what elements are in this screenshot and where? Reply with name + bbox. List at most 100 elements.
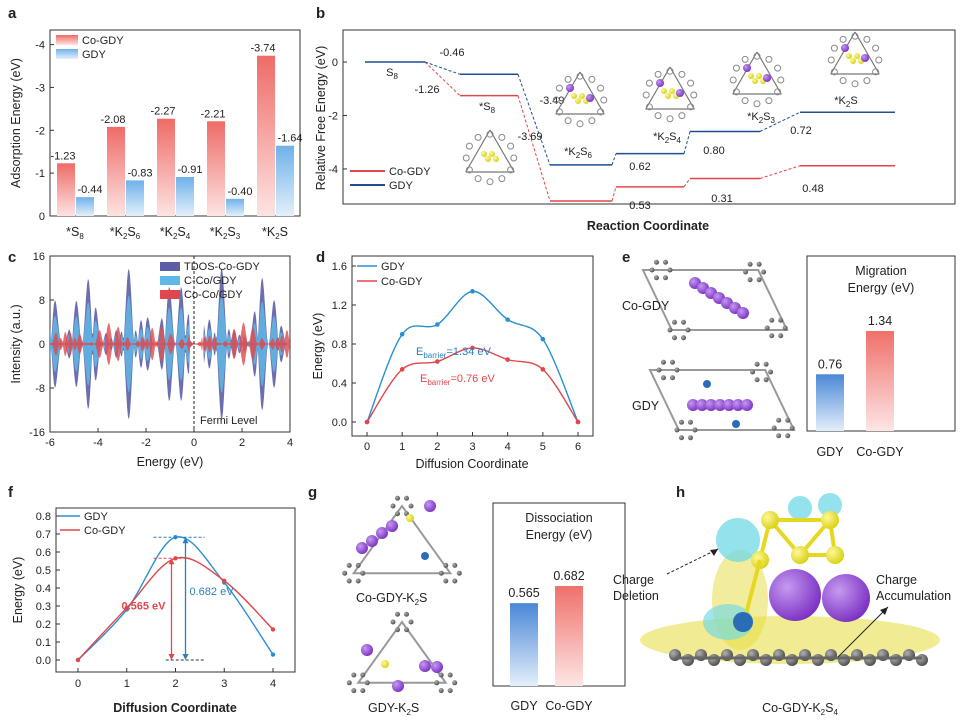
carbon-atom	[364, 680, 370, 686]
potassium-atom	[687, 399, 699, 411]
species-label: *K2S	[834, 95, 857, 109]
charge-accumulation-arrowhead	[880, 607, 888, 615]
step-label-co-gdy: -1.26	[414, 84, 439, 96]
carbon-ring	[678, 70, 686, 78]
gdy-framework-bond	[854, 31, 880, 75]
panel-e-chart: Co-GDY GDY Migration Energy (eV) 0.76 GDY…	[622, 255, 956, 459]
carbon-ring	[555, 84, 563, 92]
carbon-atom	[395, 627, 400, 633]
panel-f-xlabel: Diffusion Coordinate	[113, 701, 237, 715]
bar-value-label: 1.34	[868, 314, 892, 328]
carbon-ring	[851, 80, 859, 88]
carbon-atom	[438, 672, 444, 678]
arrowhead-gdy-down	[182, 654, 189, 660]
legend-label-gdy-b: GDY	[389, 180, 414, 192]
carbon-atom	[756, 261, 762, 267]
carbon-ring	[555, 108, 563, 116]
data-label-gdy: -0.91	[177, 164, 202, 176]
category-label: *S8	[66, 225, 84, 241]
sulfur-atom	[821, 511, 839, 529]
point-co-gdy	[270, 627, 276, 632]
bar-co-gdy	[157, 118, 175, 216]
panel-f-legend: GDY Co-GDY	[60, 511, 126, 537]
carbon-ring	[863, 35, 871, 43]
panel-g-structure-label-co: Co-GDY-K2S	[356, 591, 427, 607]
potassium-atom	[361, 644, 373, 656]
carbon-atom	[395, 511, 400, 517]
carbon-atom	[754, 377, 760, 383]
potassium-atom	[723, 399, 735, 411]
carbon-atom	[351, 688, 357, 694]
category-label: *K2S4	[160, 225, 191, 241]
data-label-gdy: -0.83	[127, 167, 152, 179]
carbon-ring	[777, 76, 785, 84]
carbon-ring	[753, 100, 761, 108]
s-co-bond	[743, 559, 762, 619]
carbon-atom	[404, 495, 409, 501]
legend-swatch-co-gdy	[56, 35, 78, 45]
carbon-atom	[408, 503, 414, 509]
point-co-gdy	[399, 367, 405, 372]
panel-a-legend: Co-GDY GDY	[56, 35, 124, 61]
carbon-atom	[355, 578, 361, 584]
y-tick-label: 0.5	[36, 565, 51, 577]
carbon-ring	[642, 91, 650, 99]
charge-accumulation-label-1: Charge	[876, 573, 917, 587]
y-tick-label: 1.2	[332, 300, 347, 312]
carbon-ring	[765, 55, 773, 63]
data-label-gdy: -1.64	[277, 133, 302, 145]
category-label: *K2S6	[110, 225, 141, 241]
y-tick-label: 0.3	[36, 601, 51, 613]
carbon-atom	[782, 325, 788, 331]
point-gdy	[399, 331, 405, 337]
carbon-atom	[674, 427, 680, 433]
carbon-ring	[666, 115, 674, 123]
y-tick-label: 8	[39, 295, 45, 307]
bar-category-label: Co-GDY	[856, 445, 904, 459]
carbon-atom	[661, 359, 666, 365]
carbon-ring	[872, 68, 880, 76]
annotation-co-gdy-barrier: Ebarrier=0.76 eV	[420, 373, 495, 387]
carbon-atom	[776, 417, 782, 423]
connector-gdy	[683, 131, 691, 154]
bar-co-gdy	[866, 331, 894, 431]
y-tick-label: 0	[332, 57, 338, 69]
cobalt-atom	[703, 380, 711, 388]
potassium-atom	[822, 574, 870, 622]
point-co-gdy	[505, 357, 510, 362]
panel-label-b: b	[316, 5, 325, 22]
carbon-ring	[741, 55, 749, 63]
carbon-ring	[564, 75, 572, 83]
carbon-atom	[452, 680, 458, 686]
carbon-atom	[674, 367, 680, 373]
bar-gdy	[276, 145, 294, 216]
y-tick-label: -8	[35, 383, 45, 395]
gdy-framework-bond	[489, 129, 515, 173]
carbon-ring	[732, 88, 740, 96]
carbon-atom	[360, 570, 366, 576]
sulfur-atom	[406, 514, 414, 522]
carbon-ring	[645, 103, 653, 111]
connector-co-gdy	[611, 186, 617, 202]
x-tick-label: 3	[221, 678, 227, 690]
arrowhead-co-gdy-down	[168, 654, 175, 660]
step-label-co-gdy: 0.48	[802, 183, 823, 195]
carbon-ring	[474, 133, 482, 141]
panel-b-legend: Co-GDY GDY	[350, 166, 431, 192]
bar-co-gdy	[207, 121, 225, 216]
carbon-atom	[443, 562, 449, 568]
connector-co-gdy	[683, 178, 691, 188]
carbon-atom	[679, 419, 684, 425]
annotation-co-gdy-energy: 0.565 eV	[121, 601, 166, 613]
sulfur-atom	[850, 58, 856, 64]
carbon-ring	[576, 120, 584, 128]
sulfur-atom	[579, 93, 585, 99]
carbon-atom	[768, 369, 774, 375]
carbon-ring	[732, 64, 740, 72]
sulfur-atom	[493, 156, 499, 162]
legend-label-co-gdy-d: Co-GDY	[381, 276, 423, 288]
panel-d-xlabel: Diffusion Coordinate	[415, 457, 528, 471]
panel-h-caption: Co-GDY-K2S4	[762, 701, 838, 717]
x-tick-label: 3	[469, 441, 475, 453]
y-tick-label: 0.4	[332, 378, 347, 390]
